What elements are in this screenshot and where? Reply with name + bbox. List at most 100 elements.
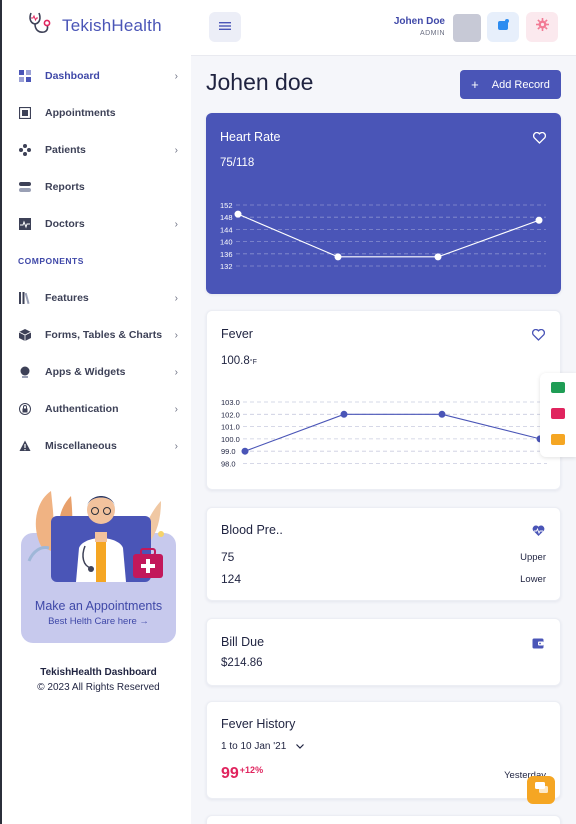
- page-title: Johen doe: [206, 69, 314, 95]
- sidebar-item-label: Reports: [45, 181, 85, 193]
- heart-icon[interactable]: [532, 328, 546, 342]
- fever-history-card: Fever History 1 to 10 Jan '21 99 +12% Ye…: [206, 701, 561, 799]
- hamburger-icon: [219, 18, 231, 36]
- gear-icon: [535, 18, 549, 36]
- chevron-right-icon: ›: [174, 329, 178, 341]
- heart-icon[interactable]: [533, 131, 547, 145]
- sidebar-item-label: Features: [45, 292, 89, 304]
- user-name[interactable]: Johen Doe: [393, 16, 445, 27]
- heart-rate-card: Heart Rate 75/118 152 148 144 140 136 132: [206, 113, 561, 294]
- sidebar-item-appointments[interactable]: Appointments: [18, 102, 178, 124]
- reports-icon: [18, 180, 32, 194]
- data-point: [535, 216, 543, 224]
- fever-chart: 103.0 102.0 101.0 100.0 99.0 98.0: [221, 398, 547, 469]
- y-tick-label: 152: [220, 201, 233, 210]
- date-range-label: 1 to 10 Jan '21: [221, 741, 287, 752]
- series-line: [244, 413, 541, 452]
- sidebar-item-doctors[interactable]: Doctors ›: [18, 213, 178, 235]
- chevron-down-icon: [296, 741, 305, 752]
- card-title: Bill Due: [221, 635, 265, 649]
- fever-history-number: 99: [221, 765, 239, 782]
- data-point: [340, 410, 348, 418]
- settings-button[interactable]: [526, 12, 558, 42]
- chevron-right-icon: ›: [174, 144, 178, 156]
- sidebar-item-authentication[interactable]: Authentication ›: [18, 398, 178, 420]
- data-point: [434, 253, 442, 261]
- heartbeat-icon[interactable]: [532, 524, 546, 538]
- sidebar-item-label: Appointments: [45, 107, 116, 119]
- avatar[interactable]: [453, 14, 481, 42]
- sidebar-item-label: Patients: [45, 144, 86, 156]
- y-tick-label: 101.0: [221, 423, 240, 432]
- chevron-right-icon: ›: [174, 70, 178, 82]
- fever-history-value: 99 +12%: [221, 765, 263, 783]
- y-tick-label: 103.0: [221, 398, 240, 407]
- footer-title: TekishHealth Dashboard: [40, 667, 157, 678]
- promo-link[interactable]: Best Helth Care here →: [48, 616, 149, 627]
- apps-icon: [18, 365, 32, 379]
- sidebar-item-label: Apps & Widgets: [45, 366, 126, 378]
- sidebar-item-reports[interactable]: Reports: [18, 176, 178, 198]
- fever-history-change: +12%: [239, 765, 264, 775]
- section-label-components: COMPONENTS: [18, 256, 84, 266]
- y-tick-label: 136: [220, 250, 233, 259]
- y-tick-label: 132: [220, 262, 233, 271]
- date-range-dropdown[interactable]: 1 to 10 Jan '21: [221, 741, 305, 752]
- card-title: Blood Pre..: [221, 523, 283, 537]
- data-point: [241, 447, 249, 455]
- logo[interactable]: TekishHealth: [26, 10, 162, 41]
- heart-rate-value: 75/118: [220, 157, 255, 169]
- promo-title: Make an Appointments: [34, 599, 163, 613]
- sidebar-item-apps-widgets[interactable]: Apps & Widgets ›: [18, 361, 178, 383]
- y-tick-label: 99.0: [221, 447, 236, 456]
- bill-due-value: $214.86: [221, 657, 263, 669]
- sidebar-item-label: Dashboard: [45, 70, 100, 82]
- fever-history-period: Yesterday: [504, 770, 546, 781]
- y-tick-label: 102.0: [221, 410, 240, 419]
- sidebar-item-label: Authentication: [45, 403, 119, 415]
- sidebar-item-features[interactable]: Features ›: [18, 287, 178, 309]
- chevron-right-icon: ›: [174, 366, 178, 378]
- sidebar-item-patients[interactable]: Patients ›: [18, 139, 178, 161]
- data-point: [234, 210, 242, 218]
- bp-upper-label: Upper: [520, 551, 546, 563]
- sidebar-item-miscellaneous[interactable]: Miscellaneous ›: [18, 435, 178, 457]
- card-title: Heart Rate: [220, 130, 281, 144]
- chat-icon: [534, 781, 548, 799]
- fever-number: 100.8: [221, 355, 250, 367]
- y-tick-label: 144: [220, 225, 233, 234]
- patients-icon: [18, 143, 32, 157]
- floating-toolbar: [540, 373, 576, 457]
- chevron-right-icon: ›: [174, 292, 178, 304]
- add-record-button[interactable]: + Add Record: [460, 70, 561, 99]
- image-icon[interactable]: [551, 408, 565, 419]
- notification-button[interactable]: [487, 12, 519, 42]
- chevron-right-icon: ›: [174, 403, 178, 415]
- cart-icon[interactable]: [551, 434, 565, 445]
- wallet-icon[interactable]: [532, 636, 546, 650]
- fever-unit: °F: [249, 359, 257, 366]
- doctor-illustration: [21, 486, 176, 591]
- bp-lower-row: 124 Lower: [221, 572, 546, 586]
- y-tick-label: 148: [220, 213, 233, 222]
- menu-toggle-button[interactable]: [209, 12, 241, 42]
- data-point: [334, 253, 342, 261]
- sidebar-item-label: Forms, Tables & Charts: [45, 329, 163, 341]
- user-role: ADMIN: [419, 30, 445, 37]
- sidebar-item-forms-tables-charts[interactable]: Forms, Tables & Charts ›: [18, 324, 178, 346]
- appointments-icon: [18, 106, 32, 120]
- sidebar-footer: TekishHealth Dashboard © 2023 All Rights…: [4, 665, 193, 695]
- heart-rate-chart: 152 148 144 140 136 132: [220, 201, 546, 271]
- money-icon[interactable]: [551, 382, 565, 393]
- sidebar-item-dashboard[interactable]: Dashboard ›: [18, 65, 178, 87]
- chevron-right-icon: ›: [174, 218, 178, 230]
- app-name: TekishHealth: [62, 15, 162, 35]
- sidebar-item-label: Miscellaneous: [45, 440, 117, 452]
- bp-upper-row: 75 Upper: [221, 550, 546, 564]
- chat-button[interactable]: [527, 776, 555, 804]
- add-record-label: Add Record: [491, 78, 550, 91]
- data-point: [438, 410, 446, 418]
- y-tick-label: 98.0: [221, 460, 236, 469]
- plus-icon: +: [471, 77, 479, 92]
- promo-card[interactable]: Make an Appointments Best Helth Care her…: [21, 486, 176, 643]
